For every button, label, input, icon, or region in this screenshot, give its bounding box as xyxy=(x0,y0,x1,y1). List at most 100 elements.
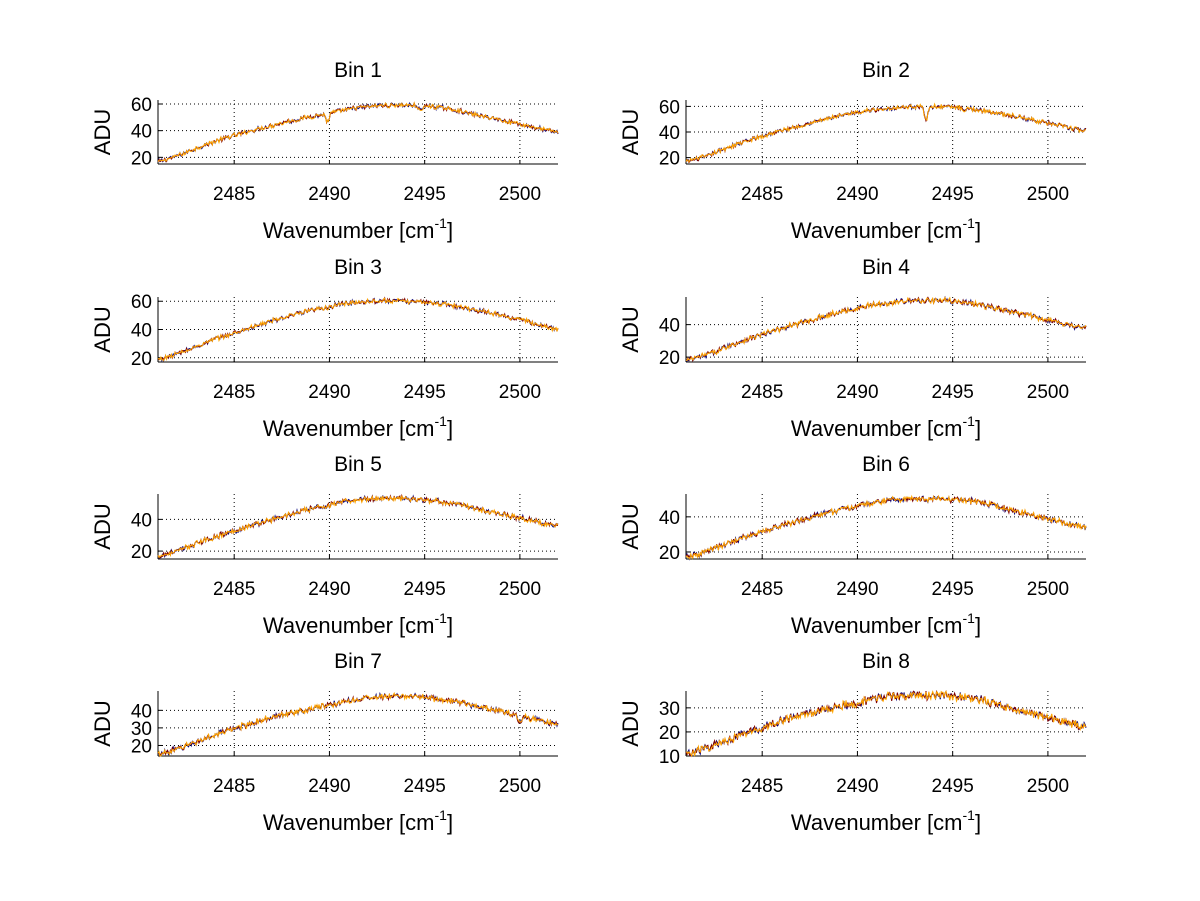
x-tick-label: 2485 xyxy=(213,579,255,600)
x-tick-label: 2490 xyxy=(836,382,878,403)
y-tick-label: 30 xyxy=(659,699,680,720)
x-tick-label: 2490 xyxy=(308,776,350,797)
x-tick-label: 2500 xyxy=(1027,579,1069,600)
x-tick-label: 2500 xyxy=(499,382,541,403)
spectrum-line-3 xyxy=(685,690,1087,758)
x-tick-label: 2495 xyxy=(932,776,974,797)
subplot-title: Bin 4 xyxy=(862,256,910,279)
y-tick-label: 20 xyxy=(659,149,680,170)
spectrum-line-1 xyxy=(157,101,559,163)
x-axis-label: Wavenumber [cm-1] xyxy=(791,807,981,835)
y-tick-label: 20 xyxy=(659,723,680,744)
y-tick-label: 20 xyxy=(131,542,152,563)
y-axis-label: ADU xyxy=(90,700,115,746)
x-tick-label: 2495 xyxy=(404,579,446,600)
x-tick-label: 2490 xyxy=(308,184,350,205)
subplot-title: Bin 2 xyxy=(862,59,910,82)
y-tick-label: 20 xyxy=(131,736,152,757)
subplot-title: Bin 6 xyxy=(862,453,910,476)
spectrum-line-2 xyxy=(157,101,559,163)
x-tick-label: 2490 xyxy=(836,184,878,205)
y-tick-label: 40 xyxy=(131,321,152,342)
x-tick-label: 2485 xyxy=(741,776,783,797)
x-axis-label: Wavenumber [cm-1] xyxy=(791,215,981,243)
spectrum-line-2 xyxy=(158,692,559,758)
x-tick-label: 2495 xyxy=(932,382,974,403)
x-tick-label: 2495 xyxy=(404,184,446,205)
y-axis-label: ADU xyxy=(618,109,643,155)
spectrum-line-1 xyxy=(157,494,559,560)
x-tick-label: 2500 xyxy=(1027,382,1069,403)
subplot-6: Bin 6 2485 2490 2495 2500 20 40 Wavenumber [cm-… xyxy=(618,453,1087,638)
y-tick-label: 20 xyxy=(131,148,152,169)
spectrum-line-2 xyxy=(157,493,559,559)
y-tick-label: 20 xyxy=(659,543,680,564)
spectrum-line-2 xyxy=(685,689,1087,758)
x-tick-label: 2500 xyxy=(499,579,541,600)
y-tick-label: 40 xyxy=(659,123,680,144)
y-tick-label: 40 xyxy=(659,508,680,529)
y-axis-label: ADU xyxy=(618,306,643,352)
y-tick-label: 20 xyxy=(659,348,680,369)
y-tick-label: 20 xyxy=(131,349,152,370)
x-tick-label: 2485 xyxy=(213,382,255,403)
y-tick-label: 40 xyxy=(131,122,152,143)
subplot-2: Bin 2 2485 2490 2495 2500 20 40 60 Wavenumber [c… xyxy=(618,59,1087,243)
x-tick-label: 2485 xyxy=(741,184,783,205)
subplot-5: Bin 5 2485 2490 2495 2500 20 40 Wavenumber [cm-… xyxy=(90,453,559,638)
y-axis-label: ADU xyxy=(618,503,643,549)
y-axis-label: ADU xyxy=(90,503,115,549)
x-axis-label: Wavenumber [cm-1] xyxy=(263,807,453,835)
spectrum-line-2 xyxy=(685,494,1087,560)
x-tick-label: 2490 xyxy=(836,579,878,600)
x-tick-label: 2485 xyxy=(741,579,783,600)
spectrum-line-3 xyxy=(685,494,1087,561)
x-tick-label: 2485 xyxy=(213,776,255,797)
subplot-3: Bin 3 2485 2490 2495 2500 20 40 60 Wavenumber [c… xyxy=(90,256,559,441)
x-tick-label: 2495 xyxy=(404,382,446,403)
spectrum-line-1 xyxy=(685,690,1087,757)
spectrum-line-3 xyxy=(157,297,559,362)
subplot-title: Bin 3 xyxy=(334,256,382,279)
x-axis-label: Wavenumber [cm-1] xyxy=(791,413,981,441)
x-tick-label: 2495 xyxy=(932,184,974,205)
spectrum-line-2 xyxy=(685,103,1087,164)
x-tick-label: 2490 xyxy=(836,776,878,797)
x-axis-label: Wavenumber [cm-1] xyxy=(263,215,453,243)
spectrum-line-1 xyxy=(157,691,559,757)
subplot-1: Bin 1 2485 2490 2495 2500 20 40 60 Wavenumber [c… xyxy=(90,59,559,243)
spectrum-line-1 xyxy=(685,495,1087,561)
y-tick-label: 40 xyxy=(659,316,680,337)
spectrum-line-1 xyxy=(685,295,1087,363)
x-tick-label: 2500 xyxy=(499,776,541,797)
y-tick-label: 60 xyxy=(131,95,152,116)
y-axis-label: ADU xyxy=(90,306,115,352)
spectrum-line-3 xyxy=(157,101,559,162)
x-tick-label: 2490 xyxy=(308,382,350,403)
y-tick-label: 40 xyxy=(131,701,152,722)
x-tick-label: 2485 xyxy=(741,382,783,403)
y-tick-label: 60 xyxy=(659,97,680,118)
x-tick-label: 2495 xyxy=(404,776,446,797)
y-axis-label: ADU xyxy=(90,109,115,155)
y-tick-label: 30 xyxy=(131,719,152,740)
subplot-title: Bin 5 xyxy=(334,453,382,476)
x-tick-label: 2485 xyxy=(213,184,255,205)
y-tick-label: 10 xyxy=(659,747,680,768)
subplot-title: Bin 1 xyxy=(334,59,382,82)
x-tick-label: 2490 xyxy=(308,579,350,600)
spectrum-line-2 xyxy=(685,296,1087,363)
subplot-title: Bin 8 xyxy=(862,650,910,673)
spectrum-line-3 xyxy=(157,494,559,559)
y-tick-label: 60 xyxy=(131,292,152,313)
x-tick-label: 2500 xyxy=(499,184,541,205)
x-tick-label: 2495 xyxy=(932,579,974,600)
spectrum-line-3 xyxy=(685,102,1087,163)
spectrum-line-3 xyxy=(157,691,559,757)
x-tick-label: 2500 xyxy=(1027,184,1069,205)
x-axis-label: Wavenumber [cm-1] xyxy=(263,413,453,441)
x-axis-label: Wavenumber [cm-1] xyxy=(263,610,453,638)
x-tick-label: 2500 xyxy=(1027,776,1069,797)
spectrum-line-1 xyxy=(685,103,1087,162)
